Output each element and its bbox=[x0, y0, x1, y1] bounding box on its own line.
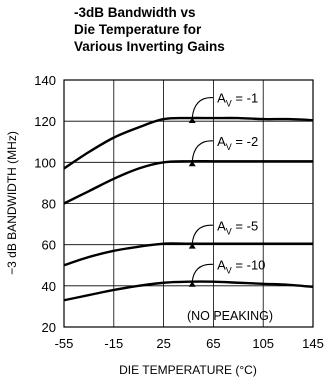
series-arrow-2 bbox=[191, 140, 214, 162]
series-arrowhead-2 bbox=[188, 160, 196, 167]
series-line-2 bbox=[63, 160, 313, 205]
tick-labels: -55 -15 25 65 105 145 20 40 60 80 100 120 140 bbox=[34, 73, 324, 351]
y-tick-label: 40 bbox=[42, 279, 56, 294]
no-peaking-note: (NO PEAKING) bbox=[187, 309, 273, 323]
series-label-4: AV = -10 bbox=[217, 257, 265, 275]
y-tick-label: 100 bbox=[34, 155, 56, 170]
series-labels: AV = -1 AV = -2 AV = -5 AV = -10 bbox=[188, 91, 265, 287]
series-label-1: AV = -1 bbox=[217, 91, 258, 109]
chart-title: -3dB Bandwidth vs Die Temperature for Va… bbox=[74, 4, 225, 55]
series-arrow-3 bbox=[191, 224, 214, 244]
x-tick-label: 145 bbox=[302, 336, 324, 351]
chart-title-line-1: -3dB Bandwidth vs bbox=[74, 5, 196, 20]
series-label-3: AV = -5 bbox=[217, 218, 258, 236]
y-tick-label: 80 bbox=[42, 197, 56, 212]
y-tick-label: 20 bbox=[42, 320, 56, 335]
series-arrow-4 bbox=[191, 263, 214, 282]
x-axis-label: DIE TEMPERATURE (°C) bbox=[119, 363, 257, 377]
series-arrow-1 bbox=[191, 97, 214, 119]
y-tick-label: 60 bbox=[42, 238, 56, 253]
x-tick-label: 105 bbox=[252, 336, 274, 351]
x-tick-label: -55 bbox=[55, 336, 74, 351]
series-line-1 bbox=[63, 116, 314, 170]
y-tick-label: 140 bbox=[34, 73, 56, 88]
series-line-3 bbox=[63, 242, 313, 267]
y-tick-label: 120 bbox=[34, 114, 56, 129]
x-tick-label: 25 bbox=[156, 336, 170, 351]
data-series bbox=[63, 116, 314, 302]
series-label-2: AV = -2 bbox=[217, 134, 258, 152]
series-arrowhead-1 bbox=[188, 117, 196, 124]
x-tick-label: -15 bbox=[104, 336, 123, 351]
series-arrowhead-4 bbox=[188, 281, 196, 287]
chart-title-line-2: Die Temperature for bbox=[74, 22, 202, 37]
y-axis-label: −3 dB BANDWIDTH (MHz) bbox=[5, 131, 19, 275]
series-line-4 bbox=[63, 280, 314, 302]
chart-title-line-3: Various Inverting Gains bbox=[74, 39, 225, 54]
x-tick-label: 65 bbox=[206, 336, 220, 351]
series-arrowhead-3 bbox=[188, 243, 196, 249]
